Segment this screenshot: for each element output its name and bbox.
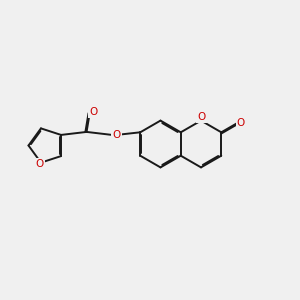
Text: O: O [237, 118, 245, 128]
Text: O: O [89, 107, 97, 117]
Text: O: O [112, 130, 121, 140]
Text: O: O [35, 159, 44, 169]
Text: O: O [197, 112, 206, 122]
